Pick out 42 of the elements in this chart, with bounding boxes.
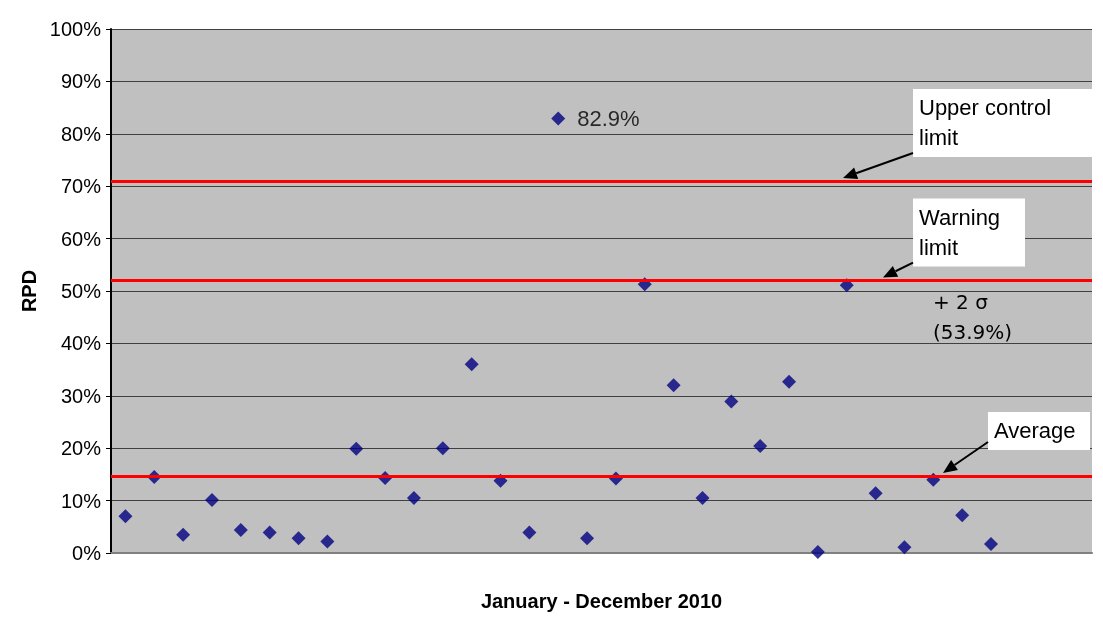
y-axis-title: RPD: [17, 269, 40, 313]
point: [522, 525, 537, 540]
point: [406, 490, 421, 505]
y-tick-label: 10%: [60, 489, 102, 512]
y-tick-label: 100%: [49, 18, 102, 40]
point: [435, 441, 450, 456]
point: [666, 378, 681, 393]
ref-line-label: Warning limit: [919, 205, 1007, 261]
point: [580, 531, 595, 546]
point: [695, 490, 710, 505]
point: [176, 527, 191, 542]
ref-line-label: Upper control limit: [919, 95, 1058, 151]
y-tick-label: 30%: [60, 384, 102, 407]
point: [118, 509, 133, 524]
point: [204, 493, 219, 508]
data-label: 82.9%: [577, 106, 640, 132]
y-tick-label: 60%: [60, 227, 102, 250]
y-tick-label: 0%: [72, 542, 102, 564]
point: [782, 374, 797, 389]
point: [955, 508, 970, 523]
point: [320, 534, 335, 549]
point: [349, 441, 364, 456]
point: [810, 544, 825, 559]
point: [464, 357, 479, 372]
point: [262, 525, 277, 540]
point: [984, 537, 999, 552]
point: [233, 522, 248, 537]
point: [551, 111, 566, 126]
point: [897, 540, 912, 555]
y-tick-label: 70%: [60, 175, 102, 198]
ref-line-label: Average: [994, 418, 1076, 444]
y-tick-label: 50%: [60, 280, 102, 302]
point: [868, 486, 883, 501]
point: [753, 439, 768, 454]
annotation: + 2 σ (53.9%): [933, 289, 1013, 344]
x-axis-title: January - December 2010: [480, 590, 723, 612]
point: [291, 531, 306, 546]
y-tick-label: 90%: [60, 70, 102, 93]
point: [724, 394, 739, 409]
y-tick-label: 40%: [60, 332, 102, 355]
y-tick-label: 80%: [60, 122, 102, 145]
y-tick-label: 20%: [60, 437, 102, 460]
